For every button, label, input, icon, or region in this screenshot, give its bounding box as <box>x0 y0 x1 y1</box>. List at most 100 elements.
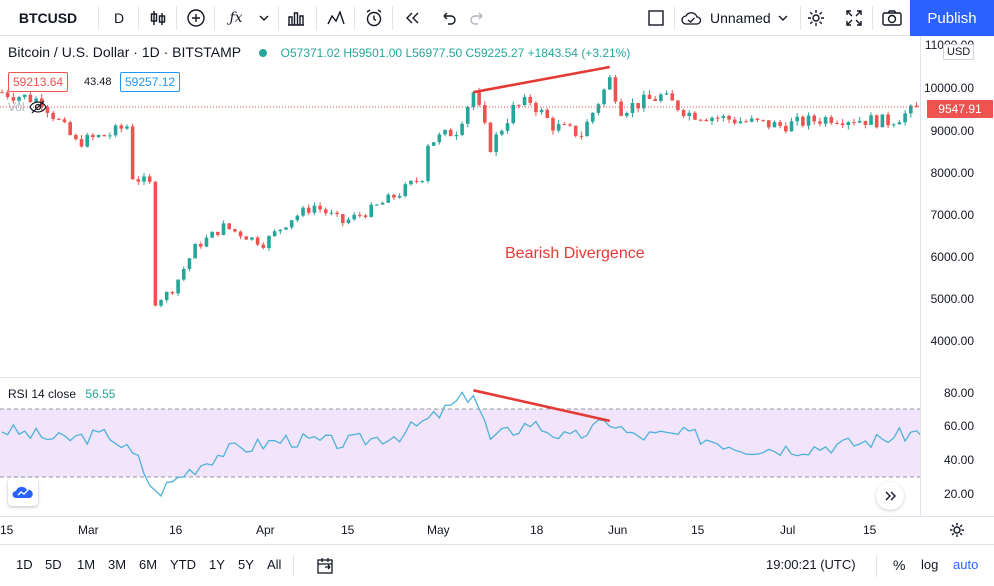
candle-body <box>772 122 777 128</box>
replay-button[interactable] <box>398 0 426 36</box>
rsi-chart[interactable] <box>0 378 920 516</box>
rsi-label[interactable]: RSI 14 close <box>8 387 77 401</box>
rsi-pane[interactable]: RSI 14 close 56.55 <box>0 377 920 516</box>
go-to-date-button[interactable] <box>316 556 336 579</box>
financials-button[interactable] <box>282 0 310 36</box>
candle-body <box>795 116 799 122</box>
fx-icon: ƒx <box>229 10 243 26</box>
tradingview-logo[interactable] <box>8 478 38 506</box>
price-chart-pane[interactable]: Bitcoin / U.S. Dollar · 1D · BITSTAMP O5… <box>0 36 920 376</box>
candle-body <box>460 123 464 135</box>
candle-body <box>119 125 124 129</box>
interval-button[interactable]: D <box>104 0 134 36</box>
candle-body <box>386 194 391 203</box>
symbol-search[interactable]: BTCUSD <box>0 0 96 36</box>
candle-body <box>0 92 4 94</box>
candle-body <box>687 112 692 117</box>
chart-type-button[interactable] <box>144 0 172 36</box>
auto-scale-toggle[interactable]: auto <box>953 557 979 572</box>
candle-body <box>761 119 765 121</box>
indicators-icon <box>327 10 345 25</box>
candle-body <box>181 268 186 280</box>
candle-body <box>187 258 192 269</box>
currency-label[interactable]: USD <box>943 44 975 60</box>
buy-button[interactable]: 59257.12 <box>120 72 181 92</box>
indicators-button[interactable]: ƒx <box>222 0 250 36</box>
range-1d-button[interactable]: 1D <box>16 557 33 572</box>
candle-body <box>778 122 782 126</box>
scroll-to-realtime-button[interactable] <box>876 482 904 510</box>
candle-body <box>528 96 533 103</box>
divergence-annotation[interactable]: Bearish Divergence <box>505 245 645 262</box>
range-6m-button[interactable]: 6M <box>139 557 158 572</box>
fullscreen-button[interactable] <box>840 0 868 36</box>
candle-body <box>897 122 902 125</box>
undo-button[interactable] <box>434 0 462 36</box>
range-5d-button[interactable]: 5D <box>45 557 62 572</box>
candle-body <box>96 135 101 138</box>
candle-body <box>193 243 197 259</box>
chevron-down-icon <box>259 15 269 21</box>
time-axis[interactable]: 15 Mar 16 Apr 15 May 18 Jun 15 Jul 15 <box>0 516 994 544</box>
candle-body <box>630 102 635 113</box>
candle-body <box>727 115 731 120</box>
range-1y-button[interactable]: 1Y <box>209 557 225 572</box>
calendar-icon <box>317 558 333 574</box>
templates-button[interactable] <box>322 0 350 36</box>
chevron-down-icon <box>778 15 788 21</box>
range-all-button[interactable]: All <box>267 557 282 572</box>
candle-body <box>625 112 629 116</box>
candle-body <box>886 114 890 126</box>
scale-settings-button[interactable] <box>948 521 966 544</box>
sell-button[interactable]: 59213.64 <box>8 72 69 92</box>
rsi-divergence-trendline[interactable] <box>473 389 611 423</box>
candle-body <box>79 139 84 147</box>
candle-body <box>829 117 834 123</box>
clock-display[interactable]: 19:00:21 (UTC) <box>766 557 856 572</box>
candle-body <box>255 237 260 245</box>
percent-scale-toggle[interactable]: % <box>893 557 906 573</box>
candle-body <box>295 215 300 221</box>
price-chart[interactable] <box>0 36 920 376</box>
candle-body <box>522 96 527 105</box>
indicators-dropdown[interactable] <box>254 0 274 36</box>
settings-button[interactable] <box>802 0 830 36</box>
redo-button[interactable] <box>464 0 492 36</box>
candle-body <box>874 115 879 128</box>
range-ytd-button[interactable]: YTD <box>170 557 196 572</box>
range-5y-button[interactable]: 5Y <box>238 557 254 572</box>
fullscreen-square-icon <box>648 10 664 26</box>
close-value: C59225.27 <box>465 46 525 60</box>
range-3m-button[interactable]: 3M <box>108 557 127 572</box>
compare-button[interactable] <box>182 0 210 36</box>
publish-button[interactable]: Publish <box>910 0 994 36</box>
gear-icon <box>808 10 824 26</box>
candle-body <box>62 119 67 123</box>
rsi-line <box>1 391 920 498</box>
candle-body <box>238 231 243 237</box>
candle-body <box>534 102 538 113</box>
candle-body <box>392 194 396 198</box>
snapshot-button[interactable] <box>878 0 906 36</box>
candle-body <box>318 205 322 210</box>
alert-button[interactable] <box>360 0 388 36</box>
candle-body <box>250 237 254 240</box>
bar-chart-icon <box>288 12 304 26</box>
change-value: +1843.54 (+3.21%) <box>527 46 631 60</box>
series-title[interactable]: Bitcoin / U.S. Dollar · 1D · BITSTAMP <box>8 44 241 60</box>
layout-name-button[interactable]: Unnamed <box>680 0 798 36</box>
candle-body <box>789 121 794 132</box>
eye-hidden-icon[interactable] <box>29 100 47 114</box>
candle-body <box>346 219 351 223</box>
layout-select-button[interactable] <box>642 0 670 36</box>
spread-value: 43.48 <box>84 76 112 88</box>
candle-body <box>267 236 271 248</box>
log-scale-toggle[interactable]: log <box>921 557 939 572</box>
range-1m-button[interactable]: 1M <box>77 557 96 572</box>
candle-body <box>511 104 515 124</box>
candle-body <box>147 176 152 182</box>
ohlc-values: O57371.02 H59501.00 L56977.50 C59225.27 … <box>281 46 631 60</box>
candle-body <box>613 77 618 102</box>
price-axis[interactable]: USD 11000.00 10000.00 9000.00 8000.00 70… <box>920 36 994 516</box>
price-divergence-trendline[interactable] <box>473 65 610 94</box>
